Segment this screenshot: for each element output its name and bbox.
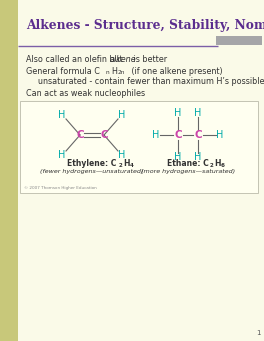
Text: Ethane: C: Ethane: C xyxy=(167,160,209,168)
Text: Ethylene: C: Ethylene: C xyxy=(67,160,117,168)
Text: 2n: 2n xyxy=(118,71,125,75)
Text: General formula C: General formula C xyxy=(26,66,100,75)
Text: H: H xyxy=(174,108,182,118)
Text: C: C xyxy=(76,130,84,140)
Text: H: H xyxy=(214,160,220,168)
Text: 6: 6 xyxy=(221,163,225,168)
Text: 2: 2 xyxy=(210,163,214,168)
Bar xyxy=(20,101,258,193)
Text: H: H xyxy=(118,110,126,120)
Text: H: H xyxy=(216,130,224,140)
Text: H: H xyxy=(194,108,202,118)
Text: Can act as weak nucleophiles: Can act as weak nucleophiles xyxy=(26,89,145,98)
Text: (if one alkene present): (if one alkene present) xyxy=(129,66,223,75)
Text: H: H xyxy=(152,130,160,140)
Text: H: H xyxy=(118,150,126,160)
Text: C: C xyxy=(174,130,182,140)
Bar xyxy=(216,36,262,45)
Text: (fewer hydrogens—unsaturated): (fewer hydrogens—unsaturated) xyxy=(40,169,144,175)
Text: C: C xyxy=(194,130,202,140)
Text: alkene: alkene xyxy=(110,56,137,64)
Text: © 2007 Thomson Higher Education: © 2007 Thomson Higher Education xyxy=(24,186,97,190)
Text: 1: 1 xyxy=(256,330,260,336)
Text: H: H xyxy=(174,152,182,162)
Text: 2: 2 xyxy=(119,163,123,168)
Text: n: n xyxy=(105,71,109,75)
Text: unsaturated - contain fewer than maximum H’s possible per C: unsaturated - contain fewer than maximum… xyxy=(38,77,264,87)
Text: C: C xyxy=(100,130,108,140)
Text: H: H xyxy=(111,66,117,75)
Text: H: H xyxy=(58,110,66,120)
Text: 4: 4 xyxy=(130,163,134,168)
Text: Also called an olefin but: Also called an olefin but xyxy=(26,56,125,64)
Bar xyxy=(0,0,18,341)
Text: (more hydrogens—saturated): (more hydrogens—saturated) xyxy=(141,169,235,175)
Text: is better: is better xyxy=(131,56,167,64)
Text: H: H xyxy=(58,150,66,160)
Text: H: H xyxy=(194,152,202,162)
Text: Alkenes - Structure, Stability, Nomenclature: Alkenes - Structure, Stability, Nomencla… xyxy=(26,19,264,32)
Text: H: H xyxy=(123,160,130,168)
